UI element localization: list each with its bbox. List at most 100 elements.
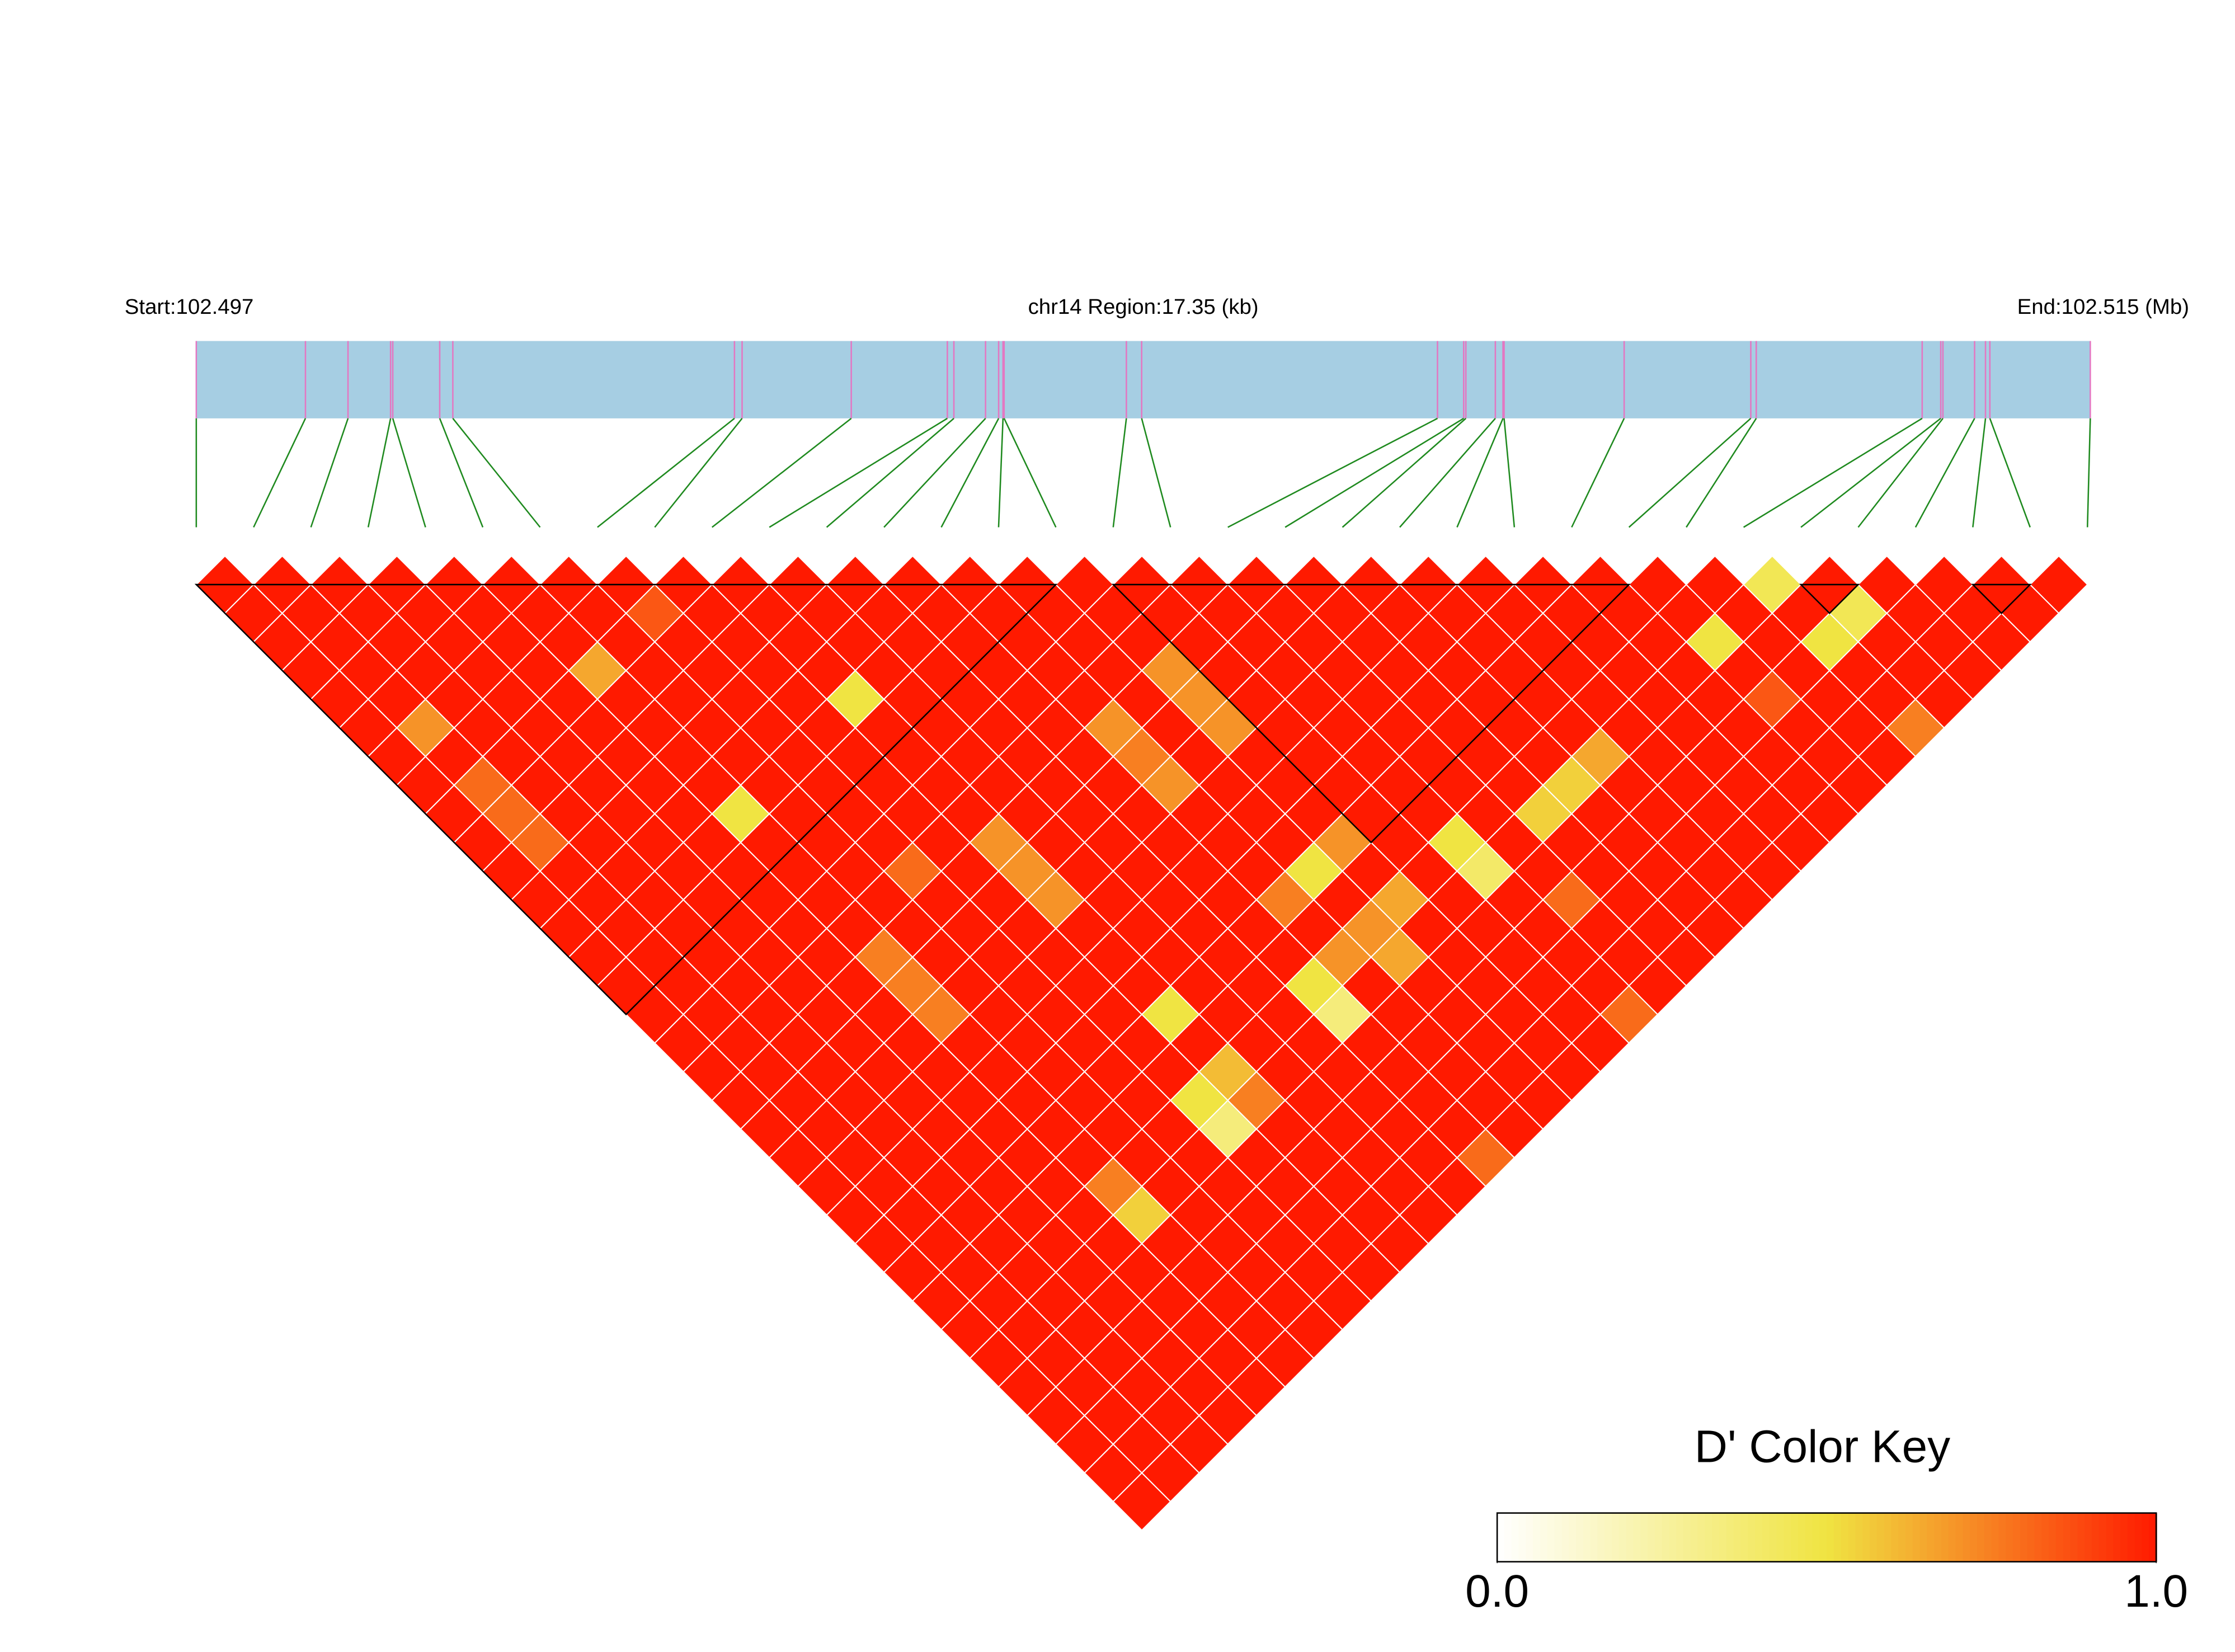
color-key-step	[1561, 1513, 1570, 1562]
color-key-step	[1640, 1513, 1649, 1562]
color-key-step	[1748, 1513, 1756, 1562]
color-key-step	[1798, 1513, 1806, 1562]
color-key-step	[1912, 1513, 1921, 1562]
color-key-step	[1977, 1513, 1985, 1562]
color-key-step	[2120, 1513, 2129, 1562]
snp-connector	[1857, 418, 1944, 528]
color-key-step	[1833, 1513, 1842, 1562]
color-key-tick-label: 0.0	[1465, 1566, 1529, 1617]
color-key-step	[2134, 1513, 2143, 1562]
snp-connector	[1571, 418, 1625, 528]
color-key-step	[1511, 1513, 1520, 1562]
color-key-step	[1784, 1513, 1792, 1562]
start-label: Start:102.497	[125, 295, 254, 319]
color-key-step	[2020, 1513, 2029, 1562]
color-key-step	[2006, 1513, 2014, 1562]
color-key-step	[2027, 1513, 2036, 1562]
snp-connector	[940, 418, 1000, 528]
snp-connector	[1503, 418, 1516, 528]
color-key-step	[1776, 1513, 1785, 1562]
color-key-step	[2013, 1513, 2021, 1562]
color-key-step	[1540, 1513, 1549, 1562]
color-key-step	[1726, 1513, 1735, 1562]
color-key-step	[1526, 1513, 1534, 1562]
snp-connector	[769, 417, 948, 528]
snp-connector	[310, 418, 349, 528]
color-key-step	[1855, 1513, 1864, 1562]
color-key-step	[2098, 1513, 2107, 1562]
color-key-step	[1654, 1513, 1663, 1562]
color-key-step	[1991, 1513, 1999, 1562]
color-key-step	[1618, 1513, 1627, 1562]
snp-connector	[1800, 417, 1941, 528]
color-key-step	[2091, 1513, 2100, 1562]
end-label: End:102.515 (Mb)	[2017, 295, 2189, 319]
color-key-step	[2063, 1513, 2072, 1562]
color-key-step	[1998, 1513, 2007, 1562]
color-key-step	[1676, 1513, 1685, 1562]
snp-connector	[1914, 418, 1975, 528]
ld-block	[1111, 583, 1631, 844]
color-key-step	[2055, 1513, 2064, 1562]
snp-connector	[1686, 418, 1757, 528]
color-key-step	[1841, 1513, 1850, 1562]
color-key-step	[2113, 1513, 2121, 1562]
ld-block	[1799, 583, 1860, 614]
snp-connector	[367, 418, 392, 528]
color-key-step	[1862, 1513, 1871, 1562]
color-key-step	[1518, 1513, 1527, 1562]
color-key-step	[1905, 1513, 1914, 1562]
color-key-step	[1791, 1513, 1799, 1562]
color-key-step	[1547, 1513, 1556, 1562]
snp-connector	[1112, 418, 1127, 528]
snp-connector	[1227, 417, 1438, 528]
color-key-step	[1819, 1513, 1828, 1562]
color-key-step	[1740, 1513, 1749, 1562]
snp-connector	[253, 418, 307, 528]
color-key-step	[1712, 1513, 1720, 1562]
ld-block	[1971, 583, 2032, 614]
snp-connector	[1456, 418, 1504, 528]
color-key-step	[2106, 1513, 2114, 1562]
color-key-step	[1919, 1513, 1928, 1562]
color-key-step	[1633, 1513, 1641, 1562]
snp-connector	[883, 417, 986, 528]
color-key-tick-label: 1.0	[2124, 1566, 2188, 1617]
color-key-step	[1805, 1513, 1814, 1562]
color-key-step	[1984, 1513, 1993, 1562]
color-key-step	[1575, 1513, 1584, 1562]
snp-connector	[1989, 418, 2031, 528]
color-key-step	[1590, 1513, 1598, 1562]
snp-connector	[654, 418, 743, 528]
color-key-step	[2077, 1513, 2086, 1562]
color-key-step	[1683, 1513, 1692, 1562]
color-key-step	[2070, 1513, 2078, 1562]
snp-connector	[2086, 418, 2091, 528]
color-key-step	[2127, 1513, 2136, 1562]
color-key-step	[1827, 1513, 1835, 1562]
snp-connector	[597, 417, 735, 528]
color-key-step	[1554, 1513, 1563, 1562]
color-key-step	[1705, 1513, 1713, 1562]
color-key-step	[1869, 1513, 1878, 1562]
snp-connector	[997, 418, 1004, 528]
snp-connector	[826, 417, 954, 528]
ld-cell	[2029, 555, 2088, 614]
color-key-step	[1583, 1513, 1592, 1562]
color-key-step	[2142, 1513, 2150, 1562]
color-key-step	[1898, 1513, 1907, 1562]
color-key-step	[1876, 1513, 1885, 1562]
color-key-step	[1955, 1513, 1964, 1562]
color-key-step	[1755, 1513, 1763, 1562]
snp-connector	[1342, 417, 1467, 528]
snp-connector	[392, 418, 426, 528]
color-key-step	[1497, 1513, 1505, 1562]
snp-connector	[1743, 417, 1923, 528]
color-key-step	[1941, 1513, 1950, 1562]
snp-connector	[1972, 418, 1987, 528]
snp-connector	[452, 418, 541, 528]
color-key-step	[1504, 1513, 1513, 1562]
color-key-step	[2085, 1513, 2093, 1562]
